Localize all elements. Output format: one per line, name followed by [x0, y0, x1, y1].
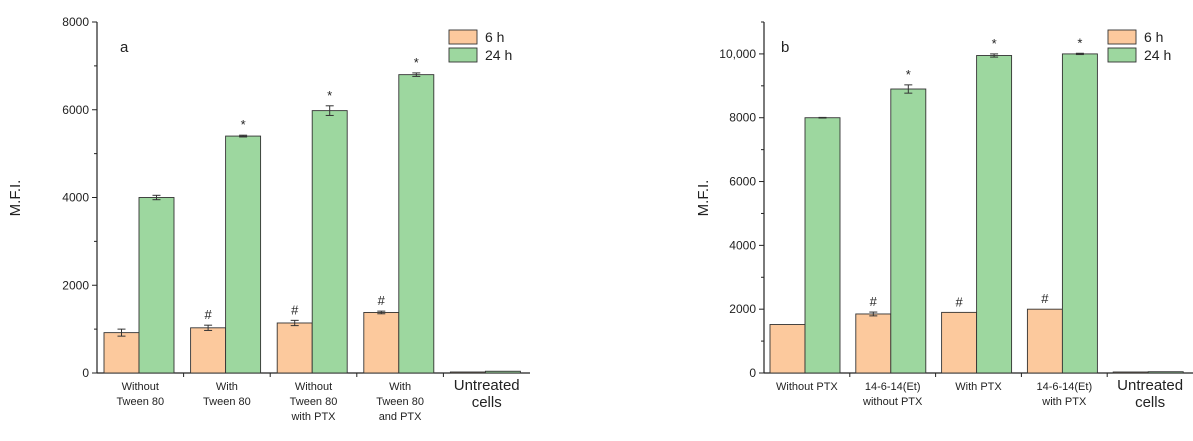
bar-24h-cat1	[804, 117, 841, 374]
category-label: with PTX	[290, 411, 336, 423]
y-tick-label: 6000	[729, 175, 756, 189]
bar-6h-cat4	[363, 312, 400, 374]
category-label: Tween 80	[203, 396, 251, 408]
legend-swatch-24h	[1107, 47, 1137, 63]
category-label: Tween 80	[116, 396, 164, 408]
bar-24h-cat4	[398, 74, 435, 374]
significance-marker: *	[906, 67, 911, 82]
category-label: without PTX	[862, 396, 923, 408]
significance-marker: *	[1077, 35, 1082, 50]
bar-6h-cat2	[190, 327, 227, 374]
bar-6h-cat4	[1026, 308, 1063, 374]
legend-label: 6 h	[485, 29, 504, 45]
bar-24h-cat5	[1147, 371, 1184, 374]
y-axis-label: M.F.I.	[7, 180, 24, 217]
y-tick-label: 4000	[729, 238, 756, 252]
y-tick-label: 8000	[62, 15, 89, 29]
category-label: Without	[122, 381, 159, 393]
bar-24h-cat5	[484, 370, 521, 374]
significance-marker: #	[378, 293, 386, 308]
category-label: 14-6-14(Et)	[865, 381, 921, 393]
significance-marker: #	[1041, 291, 1049, 306]
y-tick-label: 0	[82, 366, 89, 380]
category-label: Without	[295, 381, 332, 393]
bar-24h-cat2	[225, 135, 262, 374]
y-tick-label: 10,000	[719, 47, 756, 61]
category-label: Untreated	[1117, 377, 1183, 394]
legend-swatch-6h	[1107, 29, 1137, 45]
bar-24h-cat3	[976, 55, 1013, 374]
bar-24h-cat1	[138, 197, 175, 374]
bar-6h-cat2	[855, 313, 892, 374]
y-tick-label: 0	[749, 366, 756, 380]
y-tick-label: 2000	[729, 302, 756, 316]
category-label: cells	[1135, 394, 1165, 411]
legend-label: 6 h	[1144, 29, 1163, 45]
significance-marker: *	[241, 117, 246, 132]
category-label: with PTX	[1041, 396, 1087, 408]
panel-letter: a	[120, 39, 129, 56]
category-label: With PTX	[955, 381, 1002, 393]
bar-24h-cat3	[311, 110, 348, 374]
legend-label: 24 h	[485, 47, 512, 63]
category-label: Tween 80	[376, 396, 424, 408]
category-label: Untreated	[454, 377, 520, 394]
y-tick-label: 2000	[62, 278, 89, 292]
category-label: Tween 80	[290, 396, 338, 408]
significance-marker: #	[955, 294, 963, 309]
chart-panel-b: 0 2000 4000 6000 8000 10,000 M.F.I. b Without PT…	[695, 21, 1193, 411]
panel-letter: b	[781, 39, 789, 56]
category-label: and PTX	[379, 411, 422, 423]
significance-marker: #	[291, 302, 299, 317]
bar-6h-cat3	[941, 311, 978, 374]
bar-6h-cat5	[449, 371, 486, 374]
bar-6h-cat3	[276, 322, 313, 374]
legend-label: 24 h	[1144, 47, 1171, 63]
significance-marker: *	[414, 55, 419, 70]
legend-swatch-24h	[448, 47, 478, 63]
bar-6h-cat1	[769, 324, 806, 374]
bar-24h-cat2	[890, 88, 927, 374]
category-label: Without PTX	[776, 381, 838, 393]
bar-24h-cat4	[1061, 53, 1098, 374]
y-tick-label: 8000	[729, 111, 756, 125]
chart-panel-a: 0 2000 4000 6000 8000 M.F.I. a Without Tween 80 #…	[7, 15, 530, 423]
bar-6h-cat5	[1112, 371, 1149, 374]
category-label: cells	[472, 394, 502, 411]
y-axis-label: M.F.I.	[695, 180, 712, 217]
category-label: With	[216, 381, 238, 393]
significance-marker: #	[870, 294, 878, 309]
y-tick-label: 6000	[62, 103, 89, 117]
bar-6h-cat1	[103, 332, 140, 374]
legend-swatch-6h	[448, 29, 478, 45]
significance-marker: *	[992, 36, 997, 51]
category-label: With	[389, 381, 411, 393]
significance-marker: *	[327, 88, 332, 103]
y-tick-label: 4000	[62, 191, 89, 205]
category-label: 14-6-14(Et)	[1036, 381, 1092, 393]
significance-marker: #	[204, 307, 212, 322]
